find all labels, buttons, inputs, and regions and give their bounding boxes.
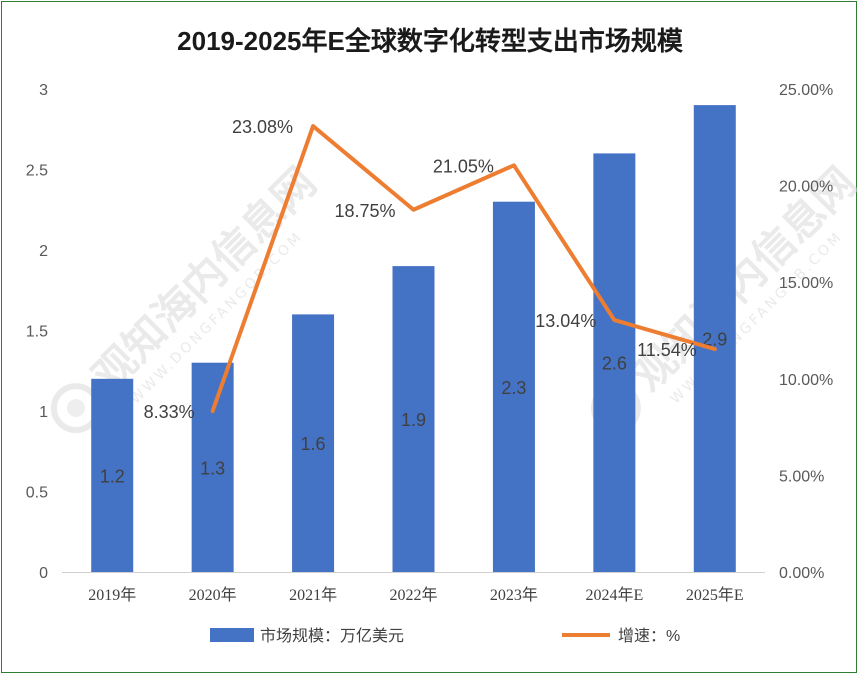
right-tick-label: 25.00%	[779, 82, 833, 99]
right-tick-label: 5.00%	[779, 468, 824, 485]
right-tick-label: 20.00%	[779, 179, 833, 196]
bar-series: 1.2 1.3 1.6 1.9 2.3 2.6 2.9	[91, 105, 736, 572]
bar-data-label: 1.6	[301, 434, 326, 454]
legend: 市场规模：万亿美元 增速：%	[210, 627, 680, 645]
bar	[191, 362, 234, 572]
left-tick-label: 0	[39, 565, 48, 582]
bar	[693, 105, 736, 572]
bar	[91, 378, 134, 572]
left-tick-label: 2	[39, 243, 48, 260]
bar	[492, 201, 535, 572]
category-label: 2020年	[189, 586, 237, 604]
bar-data-label: 1.2	[100, 466, 125, 486]
left-tick-label: 1.5	[26, 324, 48, 341]
legend-bar-swatch	[210, 628, 254, 642]
line-data-label: 13.04%	[535, 311, 596, 331]
bar	[392, 266, 435, 572]
bar-data-label: 2.6	[602, 354, 627, 374]
line-data-label: 8.33%	[144, 402, 195, 422]
category-label: 2022年	[389, 586, 437, 604]
x-axis: 2019年 2020年 2021年 2022年 2023年 2024年E 2025年E	[62, 572, 765, 604]
category-label: 2021年	[289, 586, 337, 604]
bar-data-label: 2.9	[702, 330, 727, 350]
left-axis: 0 0.5 1 1.5 2 2.5 3	[26, 82, 48, 582]
line-point	[212, 410, 214, 412]
line-data-label: 18.75%	[334, 201, 395, 221]
right-axis: 0.00% 5.00% 10.00% 15.00% 20.00% 25.00%	[779, 82, 833, 582]
category-label: 2024年E	[585, 586, 643, 604]
line-point	[413, 209, 414, 211]
left-tick-label: 1	[39, 404, 48, 421]
bar	[593, 153, 636, 572]
line-point	[513, 164, 515, 166]
bar-data-label: 1.9	[401, 410, 426, 430]
legend-bar-label: 市场规模：万亿美元	[260, 627, 404, 645]
chart-title: 2019-2025年E全球数字化转型支出市场规模	[177, 26, 684, 56]
growth-line	[210, 124, 717, 414]
left-tick-label: 2.5	[26, 163, 48, 180]
bar	[292, 314, 335, 572]
category-label: 2019年	[88, 586, 136, 604]
category-label: 2023年	[490, 586, 538, 604]
category-label: 2025年E	[686, 586, 744, 604]
line-data-label: 11.54%	[637, 340, 697, 360]
line-data-label: 23.08%	[232, 117, 293, 137]
line-point	[714, 348, 716, 350]
line-series: 8.33% 23.08% 18.75% 21.05% 13.04% 11.54%	[144, 117, 717, 422]
line-point	[312, 125, 314, 127]
right-tick-label: 0.00%	[779, 565, 824, 582]
left-tick-label: 0.5	[26, 485, 48, 502]
right-tick-label: 10.00%	[779, 372, 833, 389]
line-data-label: 21.05%	[433, 156, 494, 176]
right-tick-label: 15.00%	[779, 275, 833, 292]
bar-data-label: 1.3	[200, 458, 225, 478]
legend-line-label: 增速：%	[618, 627, 680, 645]
bar-data-label: 2.3	[501, 378, 526, 398]
line-point	[613, 319, 615, 321]
watermark-eye-pupil-icon	[66, 399, 85, 418]
left-tick-label: 3	[39, 82, 48, 99]
